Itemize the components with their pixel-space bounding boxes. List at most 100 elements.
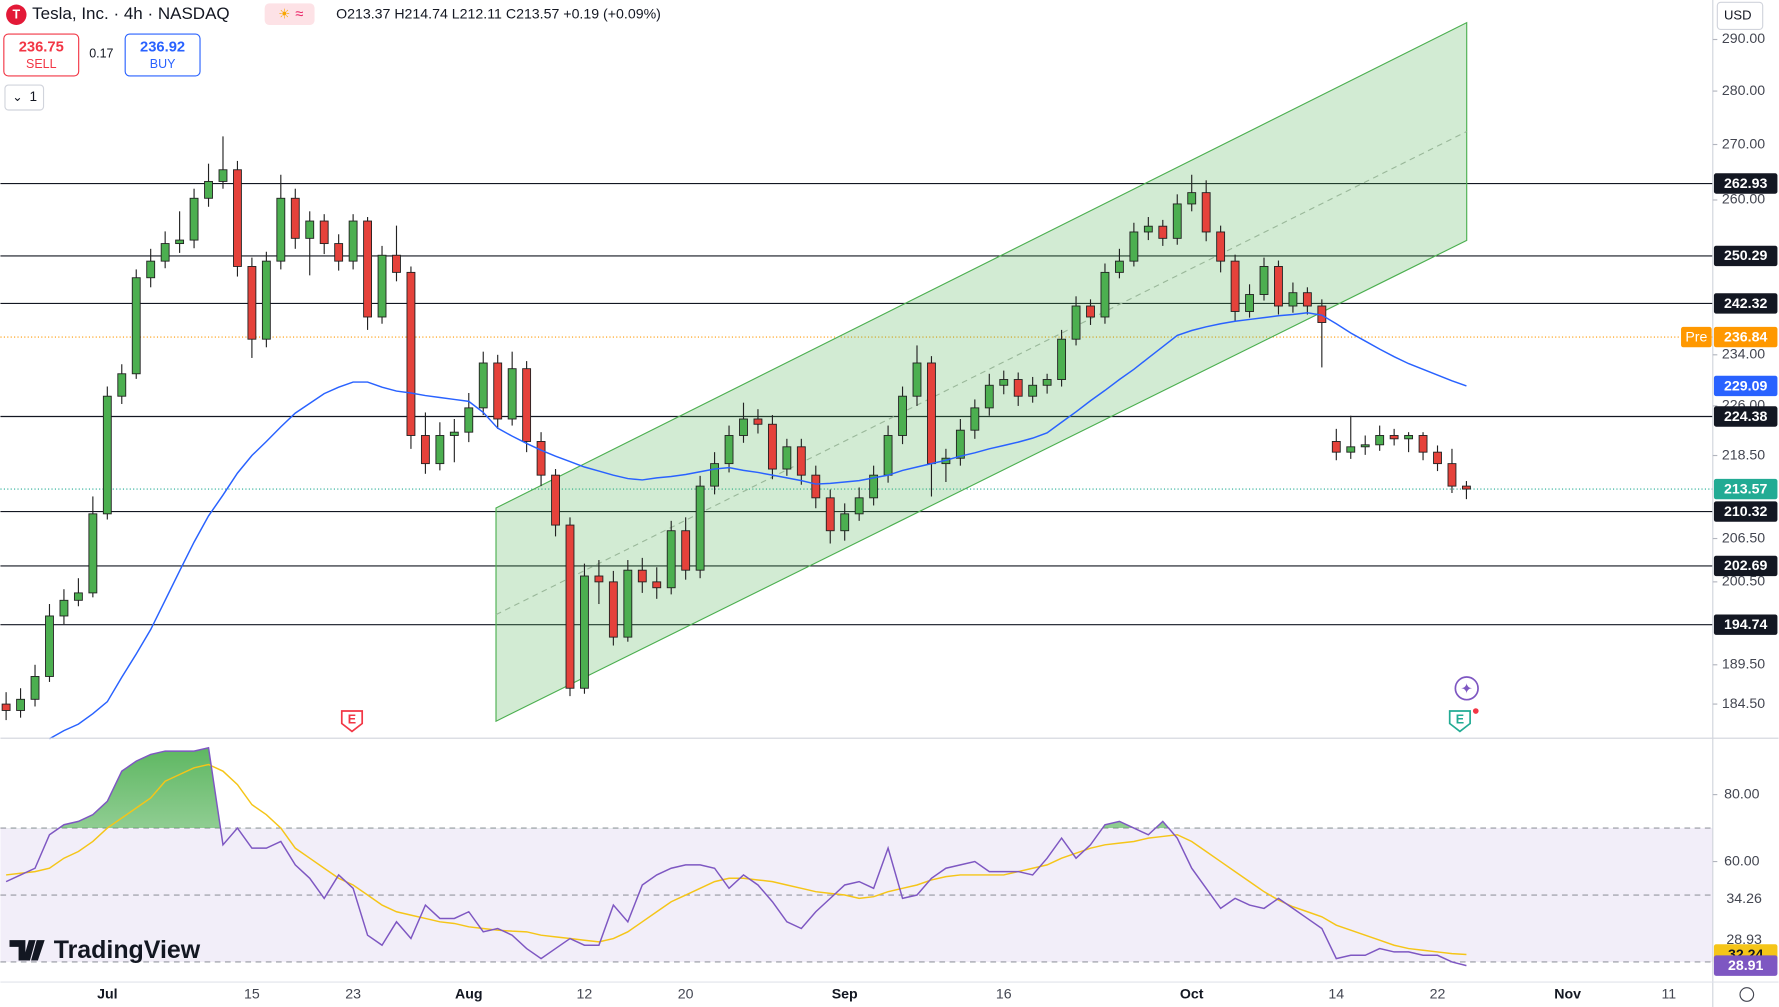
candle-body [724,435,734,465]
candle-body [392,254,401,273]
earnings-dot [1472,708,1479,714]
y-tick-label: 189.50 [1722,657,1765,673]
level-label: 250.29 [1724,248,1767,264]
candle-body [1028,384,1038,397]
earnings-label[interactable]: E [1456,712,1464,726]
x-tick-label: 11 [1661,986,1676,1002]
candle-body [551,474,560,526]
candle-body [1389,435,1399,440]
x-tick-label: 20 [678,986,694,1002]
candle-body [1346,446,1356,453]
pre-price-label-box [1713,326,1778,348]
sell-box[interactable] [3,33,80,77]
candle-body [131,277,141,375]
sell-price[interactable]: 236.75 [19,40,64,56]
x-tick-label: Nov [1554,986,1581,1002]
currency[interactable]: USD [1724,7,1752,22]
candle-body [449,431,459,436]
buy-price[interactable]: 236.92 [140,40,185,56]
x-tick-label: Jul [97,986,117,1002]
earnings-marker[interactable] [340,710,364,733]
toggle-box[interactable] [4,84,45,111]
logo [6,4,27,25]
event-glyph[interactable]: ✦ [1461,681,1473,697]
candle-body [1274,266,1283,307]
earnings-marker[interactable] [1448,710,1471,733]
candle-body [796,446,806,476]
candle-body [594,575,604,583]
candle-body [883,435,893,476]
candle-body [1114,260,1124,273]
level-label-box [1713,406,1778,427]
pre-tag: Pre [1685,329,1707,345]
candle-body [305,220,315,239]
candle-body [1418,435,1428,453]
candle-body [536,441,546,476]
candle-body [45,615,54,677]
candle-body [1143,225,1153,233]
candle-body [1360,444,1370,448]
ma-label-box [1713,375,1778,397]
currency-button[interactable]: USD [1716,1,1764,31]
moving-average [49,311,1467,740]
candle-body [1158,225,1168,239]
sun-icon: ☀ [278,6,290,21]
candle-body [102,395,112,515]
level-label-box [1713,173,1778,194]
event-marker[interactable] [1454,676,1479,701]
candle-body [261,260,271,340]
candle-body [1129,231,1139,262]
candle-body [377,254,387,318]
y-tick-label: 200.50 [1722,574,1765,590]
candle-body [493,362,503,420]
candle-body [59,599,69,617]
x-tick-label: 15 [244,986,260,1002]
y-tick-label: 234.00 [1722,347,1765,363]
buy-box[interactable] [124,33,201,77]
candle-body [782,446,792,470]
brand-mark [9,940,45,961]
level-label-box [1713,614,1778,635]
chevron[interactable]: ⌄ [12,90,22,104]
earnings-label[interactable]: E [348,712,356,726]
rsi-overbought-fill [59,747,1169,829]
buy-label[interactable]: BUY [150,57,176,71]
buy-button[interactable]: 236.92 BUY [124,33,201,77]
candle-body [825,497,835,532]
level-label: 194.74 [1724,617,1767,633]
rsi-side-value: 28.93 [1726,932,1762,948]
currency-box[interactable] [1716,1,1764,31]
sell-button[interactable]: 236.75 SELL [3,33,80,77]
candle-body [580,575,589,689]
level-label: 210.32 [1724,504,1767,520]
candle-body [522,368,532,442]
y-tick-label: 290.00 [1722,31,1765,47]
candle-body [1230,260,1240,312]
candle-body [88,513,98,594]
level-label: 262.93 [1724,176,1767,192]
candle-body [117,373,127,397]
candle-body [984,384,994,409]
rsi-ma-line [6,763,1467,956]
candle-body [435,435,445,465]
y-tick-label: 280.00 [1722,83,1765,99]
rsi-label: 28.91 [1728,958,1764,974]
candle-body [1433,451,1442,465]
spread: 0.17 [89,47,113,61]
settings-icon[interactable] [1739,987,1755,1002]
x-tick-label: 12 [577,986,593,1002]
candle-body [1071,305,1081,340]
candle-body [637,569,647,583]
candle-body [1042,379,1052,386]
candle-body [1259,266,1269,295]
candle-body [334,243,344,262]
indicator-toggle[interactable]: ⌄ 1 [4,84,45,111]
candle-body [204,180,213,199]
candle-body [970,407,980,431]
candle-body [565,524,575,689]
indicator-count[interactable]: 1 [30,89,38,104]
sell-label[interactable]: SELL [26,57,57,71]
y-tick-label: 206.50 [1722,530,1765,546]
